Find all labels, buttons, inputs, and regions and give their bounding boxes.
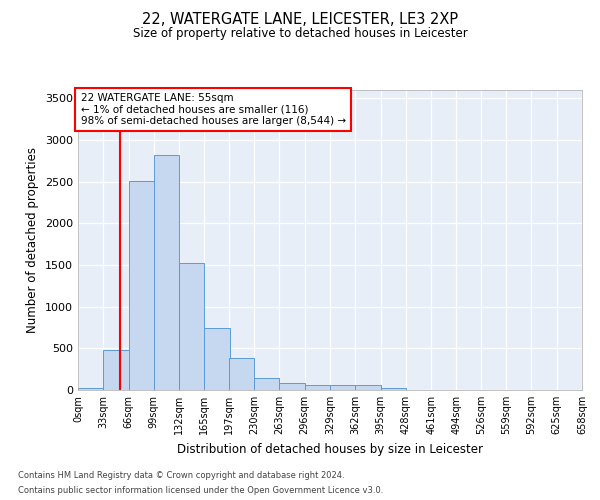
Text: 22, WATERGATE LANE, LEICESTER, LE3 2XP: 22, WATERGATE LANE, LEICESTER, LE3 2XP bbox=[142, 12, 458, 28]
Bar bbox=[280, 384, 305, 390]
Text: 22 WATERGATE LANE: 55sqm
← 1% of detached houses are smaller (116)
98% of semi-d: 22 WATERGATE LANE: 55sqm ← 1% of detache… bbox=[80, 93, 346, 126]
X-axis label: Distribution of detached houses by size in Leicester: Distribution of detached houses by size … bbox=[177, 442, 483, 456]
Bar bbox=[78, 388, 103, 390]
Bar bbox=[380, 388, 406, 390]
Text: Contains HM Land Registry data © Crown copyright and database right 2024.: Contains HM Land Registry data © Crown c… bbox=[18, 471, 344, 480]
Bar bbox=[330, 386, 355, 390]
Text: Size of property relative to detached houses in Leicester: Size of property relative to detached ho… bbox=[133, 28, 467, 40]
Bar bbox=[229, 358, 254, 390]
Bar bbox=[254, 378, 280, 390]
Bar bbox=[103, 350, 128, 390]
Bar bbox=[179, 264, 205, 390]
Bar bbox=[355, 386, 380, 390]
Text: Contains public sector information licensed under the Open Government Licence v3: Contains public sector information licen… bbox=[18, 486, 383, 495]
Bar bbox=[305, 386, 330, 390]
Bar bbox=[128, 181, 154, 390]
Bar bbox=[205, 328, 230, 390]
Bar bbox=[154, 155, 179, 390]
Y-axis label: Number of detached properties: Number of detached properties bbox=[26, 147, 40, 333]
